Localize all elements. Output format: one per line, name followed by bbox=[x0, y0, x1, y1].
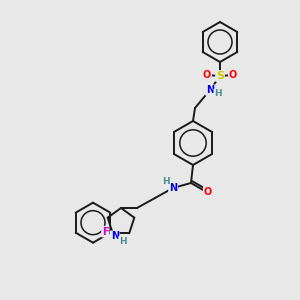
Text: F: F bbox=[102, 227, 109, 237]
Text: H: H bbox=[119, 237, 127, 246]
Text: N: N bbox=[111, 231, 119, 241]
Text: O: O bbox=[229, 70, 237, 80]
Text: H: H bbox=[162, 178, 170, 187]
Text: O: O bbox=[204, 187, 212, 197]
Text: H: H bbox=[214, 89, 222, 98]
Text: N: N bbox=[206, 85, 214, 95]
Text: N: N bbox=[169, 183, 177, 193]
Text: O: O bbox=[203, 70, 211, 80]
Text: S: S bbox=[216, 71, 224, 81]
